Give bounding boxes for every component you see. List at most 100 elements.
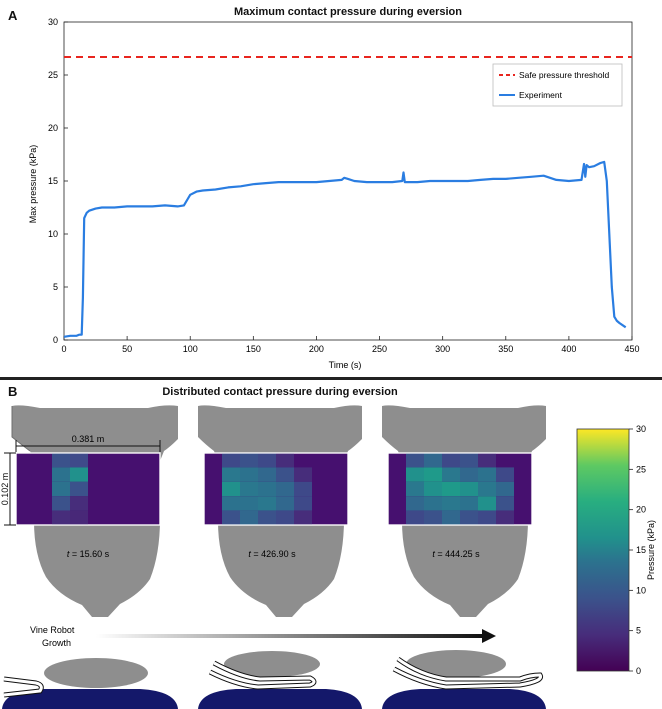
chart-title: Maximum contact pressure during eversion <box>233 6 462 18</box>
heatmap-cell <box>52 496 70 511</box>
heatmap-cell <box>406 453 424 468</box>
heatmap-cell <box>70 481 88 497</box>
heatmap-cell <box>442 496 460 511</box>
pressure-map-figure: 0.381 m 0.102 m t = 15.60 s t = 426.90 s… <box>0 405 656 709</box>
heatmap-cell <box>424 496 442 511</box>
panel-b-title: Distributed contact pressure during ever… <box>162 386 398 398</box>
x-tick-label: 150 <box>246 344 261 354</box>
heatmap-cell <box>52 453 70 468</box>
pressure-heatmap-3 <box>387 452 533 526</box>
colorbar-tick-label: 20 <box>636 505 646 515</box>
colorbar-tick-label: 25 <box>636 464 646 474</box>
heatmap-cell <box>240 510 258 525</box>
heatmap-cell <box>442 510 460 525</box>
heatmap-cell <box>460 481 478 497</box>
heatmap-cell <box>442 467 460 482</box>
heatmap-cell <box>424 453 442 468</box>
height-dimension: 0.102 m <box>0 452 16 526</box>
heatmap-cell <box>276 481 294 497</box>
height-dimension-label: 0.102 m <box>0 473 10 506</box>
pressure-heatmap-2 <box>203 452 349 526</box>
heatmap-cell <box>222 496 240 511</box>
heatmap-cell <box>294 510 312 525</box>
heatmap-cell <box>70 510 88 525</box>
heatmap-cell <box>478 496 496 511</box>
y-tick-label: 30 <box>48 17 58 27</box>
heatmap-cell <box>294 496 312 511</box>
heatmap-cell <box>52 510 70 525</box>
time-label-2: t = 426.90 s <box>248 549 296 559</box>
y-tick-label: 5 <box>53 282 58 292</box>
width-dimension-label: 0.381 m <box>72 434 105 444</box>
growth-arrow <box>96 629 496 643</box>
x-tick-label: 350 <box>498 344 513 354</box>
heatmap-cell <box>52 481 70 497</box>
y-axis-label: Max pressure (kPa) <box>28 145 38 224</box>
x-tick-label: 300 <box>435 344 450 354</box>
x-tick-label: 100 <box>183 344 198 354</box>
heatmap-cell <box>294 467 312 482</box>
x-tick-label: 400 <box>561 344 576 354</box>
heatmap-cell <box>406 467 424 482</box>
heatmap-cell <box>496 467 514 482</box>
x-tick-label: 50 <box>122 344 132 354</box>
x-tick-label: 200 <box>309 344 324 354</box>
heatmap-border <box>203 452 349 526</box>
heatmap-cell <box>240 496 258 511</box>
legend-experiment-label: Experiment <box>519 90 563 100</box>
heatmap-cell <box>52 467 70 482</box>
heatmap-cell <box>442 453 460 468</box>
legend: Safe pressure threshold Experiment <box>492 63 623 107</box>
heatmap-cell <box>258 481 276 497</box>
heatmap-cell <box>460 496 478 511</box>
heatmap-cell <box>478 510 496 525</box>
panel-b-letter: B <box>8 384 18 399</box>
heatmap-cell <box>460 467 478 482</box>
panel-divider <box>0 377 662 380</box>
x-tick-label: 450 <box>624 344 639 354</box>
heatmap-cell <box>478 453 496 468</box>
heatmap-cell <box>70 496 88 511</box>
heatmap-cell <box>478 467 496 482</box>
y-tick-label: 0 <box>53 335 58 345</box>
heatmap-cell <box>222 467 240 482</box>
colorbar-tick-label: 0 <box>636 666 641 676</box>
heatmap-cell <box>222 481 240 497</box>
pressure-heatmap-1 <box>15 452 161 526</box>
heatmap-cell <box>496 510 514 525</box>
colorbar-tick-label: 30 <box>636 424 646 434</box>
heatmap-cell <box>460 510 478 525</box>
heatmap-cell <box>406 496 424 511</box>
y-tick-label: 15 <box>48 176 58 186</box>
heatmap-cell <box>222 510 240 525</box>
heatmap-cell <box>276 453 294 468</box>
side-view-3 <box>382 650 546 709</box>
pressure-line-chart: 0 50 100 150 200 250 300 350 400 450051015202530 … <box>28 17 640 370</box>
heatmap-cell <box>496 496 514 511</box>
heatmap-cell <box>276 467 294 482</box>
colorbar-gradient <box>576 428 630 672</box>
heatmap-cell <box>424 510 442 525</box>
colorbar-tick-label: 5 <box>636 626 641 636</box>
heatmap-cell <box>294 481 312 497</box>
y-tick-label: 10 <box>48 229 58 239</box>
heatmap-cell <box>258 496 276 511</box>
time-label-1: t = 15.60 s <box>67 549 110 559</box>
heatmap-cell <box>240 481 258 497</box>
heatmap-cell <box>240 453 258 468</box>
heatmap-cell <box>240 467 258 482</box>
width-dimension: 0.381 m <box>15 434 161 452</box>
colorbar <box>576 428 630 672</box>
heatmap-cell <box>70 453 88 468</box>
colorbar-label: Pressure (kPa) <box>646 520 656 580</box>
x-axis-label: Time (s) <box>329 360 362 370</box>
heatmap-cell <box>70 467 88 482</box>
side-view-2 <box>198 651 362 709</box>
heatmap-border <box>387 452 533 526</box>
y-tick-label: 20 <box>48 123 58 133</box>
x-tick-label: 250 <box>372 344 387 354</box>
heatmap-cell <box>424 467 442 482</box>
time-label-3: t = 444.25 s <box>432 549 480 559</box>
colorbar-tick-label: 10 <box>636 585 646 595</box>
heatmap-cell <box>406 481 424 497</box>
